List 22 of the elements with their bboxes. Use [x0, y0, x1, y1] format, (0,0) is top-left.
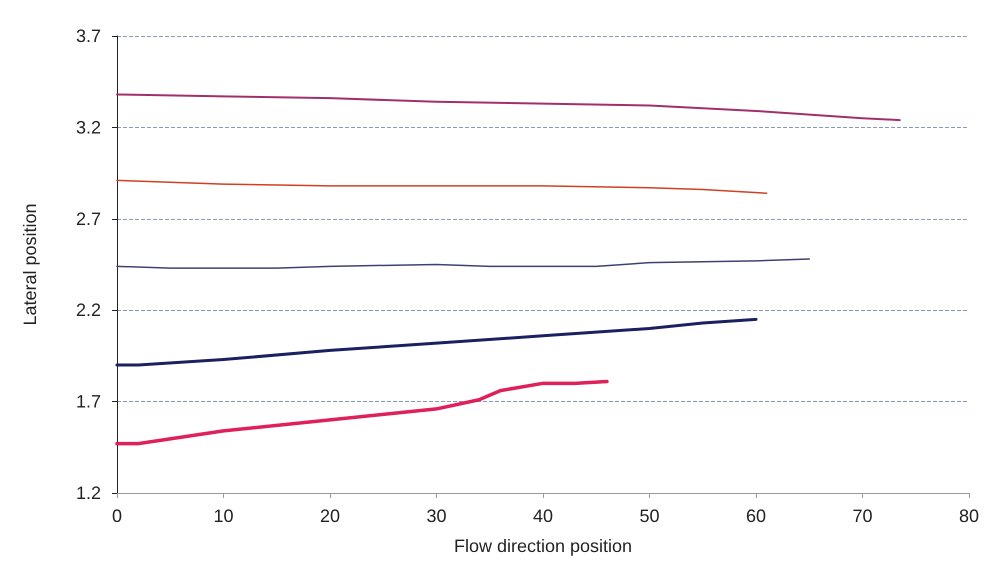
- y-tick-label: 2.7: [76, 208, 101, 229]
- y-tick-label: 1.7: [76, 392, 101, 412]
- y-tick-label: 3.2: [76, 117, 101, 138]
- y-tick-label: 3.7: [76, 26, 101, 46]
- y-tick-label: 1.2: [76, 483, 101, 503]
- x-tick-label: 0: [112, 506, 122, 526]
- x-tick-label: 40: [532, 506, 554, 526]
- x-tick-label: 20: [320, 506, 340, 526]
- x-tick-label: 50: [639, 506, 660, 526]
- x-tick-label: 80: [958, 506, 980, 526]
- y-axis-title: Lateral position: [20, 203, 40, 326]
- line-series: [116, 180, 768, 194]
- line-series: [116, 258, 810, 269]
- line-series: [116, 93, 901, 122]
- line-series: [116, 318, 758, 367]
- x-axis-title: Flow direction position: [454, 536, 632, 556]
- x-tick-label: 10: [213, 506, 234, 526]
- line-series: [115, 380, 609, 446]
- y-tick-label: 2.2: [76, 300, 101, 320]
- x-tick-label: 30: [426, 506, 447, 526]
- x-tick-label: 60: [746, 506, 766, 526]
- x-tick-label: 70: [852, 506, 873, 526]
